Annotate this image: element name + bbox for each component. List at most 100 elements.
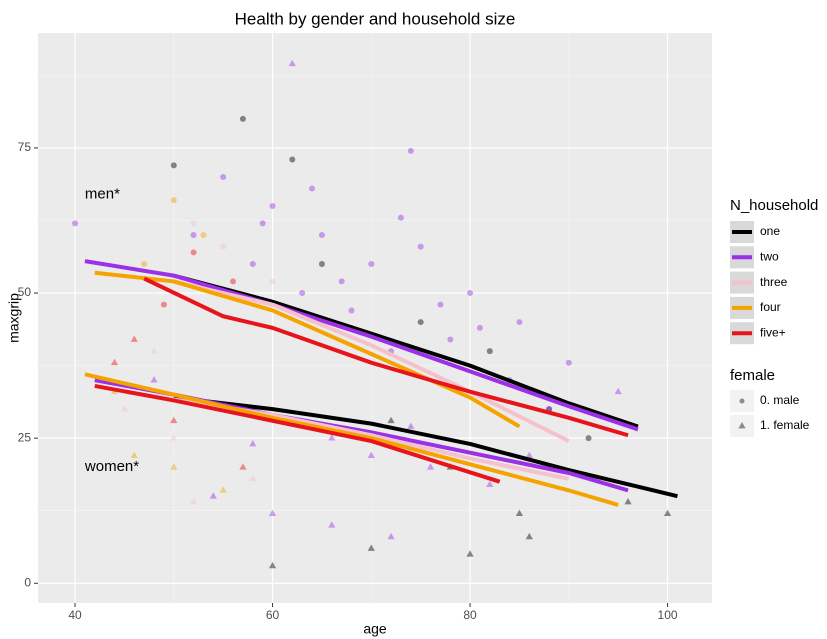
legend-label: 0. male [760,393,800,407]
point-male [269,278,276,285]
point-male [249,261,256,268]
point-female [367,544,375,551]
point-female [525,451,533,458]
point-male [269,202,276,209]
fit-line [173,395,678,499]
fit-line [94,383,501,484]
point-female [170,416,178,424]
point-male [170,162,177,169]
fit-line [84,372,619,507]
point-female [407,422,415,429]
point-female [614,387,622,395]
legend-label: four [760,300,781,314]
x-tick-label: 100 [658,608,678,622]
x-tick-label: 60 [266,608,280,622]
point-male [220,243,227,250]
point-female [189,498,198,505]
point-female [268,561,277,569]
point-female [268,509,277,517]
points [72,59,672,569]
chart-title: Health by gender and household size [235,9,516,28]
point-female [130,451,138,458]
point-male [318,261,325,268]
legend-label: one [760,224,780,238]
point-female [486,480,494,487]
point-female [663,509,672,517]
point-male [437,301,444,308]
point-male [476,324,483,331]
point-male [289,156,296,163]
y-tick-label: 50 [18,285,32,299]
legend-label: two [760,249,779,263]
fit-line [173,273,639,429]
point-male [318,231,325,238]
legend-label: five+ [760,325,786,339]
point-male [585,435,592,442]
point-male [338,278,345,285]
x-axis-label: age [363,621,387,637]
point-female [120,405,129,412]
point-male [467,290,474,297]
axes: 40 60 80 100 0 25 50 75 [18,140,678,622]
point-male [516,319,523,326]
point-female [170,434,178,441]
point-male [160,301,167,308]
point-male [259,220,266,227]
point-female [466,550,474,557]
fit-line [173,279,570,443]
legend-label: 1. female [760,418,810,432]
point-male [230,278,237,285]
point-male [190,231,197,238]
point-male [368,261,375,268]
point-male [170,197,177,204]
x-tick-label: 40 [68,608,82,622]
legend-shape [739,398,745,404]
point-female [288,59,296,67]
legend-shape [738,422,746,429]
point-male [486,348,493,355]
legend-title: female [730,367,775,384]
point-female [110,358,119,366]
fit-line [84,259,639,432]
point-female [328,434,336,441]
point-female [624,498,632,505]
y-tick-label: 25 [18,430,32,444]
point-male [565,359,572,366]
point-female [209,492,217,499]
point-female [387,532,395,540]
point-female [367,451,375,458]
point-female [150,347,158,354]
point-female [150,376,158,383]
point-male [447,336,454,343]
y-tick-label: 75 [18,140,32,154]
point-male [397,214,404,221]
x-tick-label: 80 [463,608,477,622]
fits [84,259,678,507]
point-male [299,290,306,297]
point-male [190,220,197,227]
fit-line [94,270,521,429]
point-female [525,532,533,540]
point-male [239,115,246,122]
annotation: women* [84,458,139,475]
point-female [170,463,178,470]
y-axis-label: maxgrip [6,293,22,343]
annotation: men* [85,185,120,202]
point-female [249,474,257,482]
point-female [130,335,138,342]
legend-title: N_household [730,197,818,214]
point-female [515,509,524,517]
point-male [190,249,197,256]
point-male [72,220,79,227]
point-female [328,521,336,528]
panel [38,33,712,603]
point-female [219,486,227,493]
point-male [417,319,424,326]
point-male [141,261,148,268]
point-female [239,463,247,470]
point-female [426,463,435,470]
fit-line [143,276,629,438]
